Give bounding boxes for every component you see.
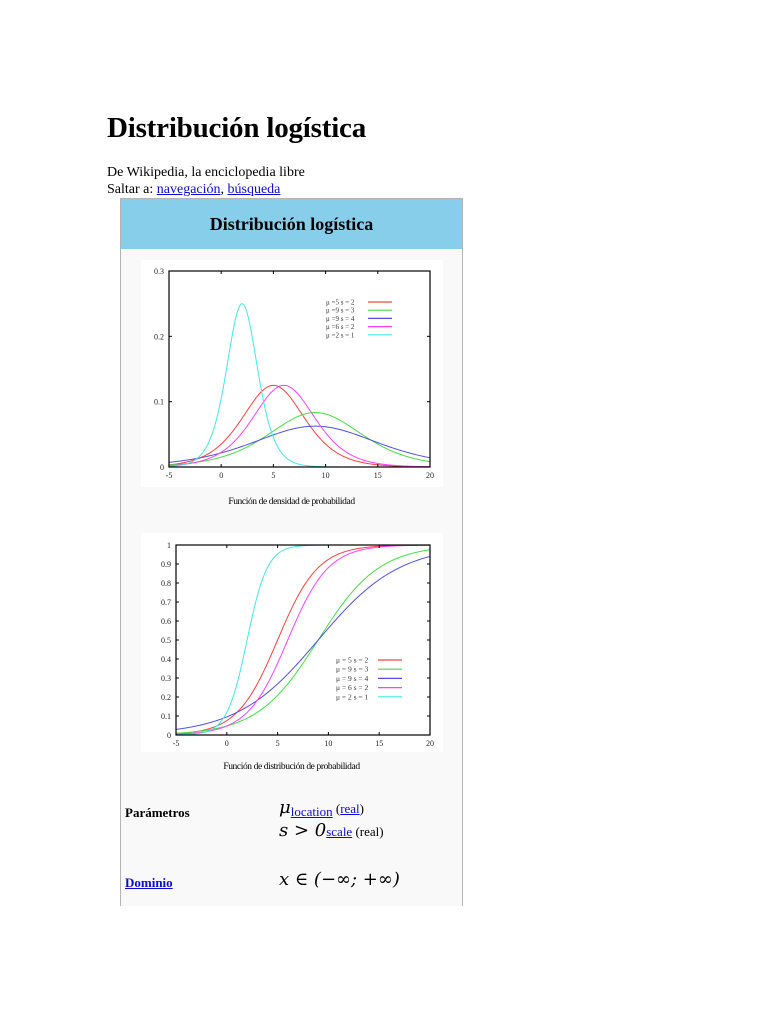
scale-parameter: s > 0scale (real) [279,820,384,843]
legend-entry-label: μ =9 s = 4 [326,315,355,323]
y-tick-label: 0.3 [161,674,171,683]
domain-math: x ∈ (−∞; +∞) [279,869,400,890]
legend-entry-label: μ = 6 s = 2 [336,683,369,692]
x-tick-label: 15 [375,739,383,748]
infobox: Distribución logística -5 0 5 10 15 20 0 0.1 0.2… [120,198,463,906]
cdf-chart-caption: Función de distribución de probabilidad [223,762,360,772]
y-tick-label: 0 [160,463,164,472]
y-tick-label: 0 [167,731,171,740]
series-line [168,303,430,468]
x-tick-label: 5 [271,471,275,480]
real-link[interactable]: real [340,801,360,816]
navigation-link[interactable]: navegación [156,182,221,197]
scale-suffix: (real) [352,824,384,839]
series-line [175,555,431,730]
domain-link[interactable]: Dominio [125,875,173,890]
y-tick-label: 0.1 [161,712,171,721]
x-tick-label: -5 [173,739,180,748]
parameters-value: μlocation (real) s > 0scale (real) [279,797,384,843]
x-tick-label: 0 [225,739,229,748]
mu-symbol: μ [279,797,291,818]
y-tick-label: 0.8 [161,579,171,588]
legend-entry-label: μ = 5 s = 2 [336,656,369,665]
legend-entry-label: μ = 9 s = 3 [336,665,369,674]
cdf-chart-image[interactable]: -5 0 5 10 15 20 0 0.1 0.2 0.3 0.4 0.5 0.6 0.7 0.8 0.9 1 μ… [141,533,443,752]
location-parameter: μlocation (real) [279,797,384,820]
x-tick-label: 10 [324,739,332,748]
y-tick-label: 0.1 [154,398,164,407]
domain-value: x ∈ (−∞; +∞) [279,869,400,890]
pdf-chart-caption: Función de densidad de probabilidad [228,497,355,507]
chart-legend: μ =5 s = 2μ =9 s = 3μ =9 s = 4μ =6 s = 2… [326,299,392,339]
scale-condition: s > 0 [279,820,327,841]
legend-entry-label: μ = 2 s = 1 [336,692,369,701]
x-tick-label: 20 [426,471,434,480]
infobox-title: Distribución logística [121,199,462,249]
y-tick-label: 0.7 [161,598,171,607]
plot-frame [175,544,431,736]
page-subtitle: De Wikipedia, la enciclopedia libre [107,165,305,180]
search-link[interactable]: búsqueda [227,182,281,197]
series-line [168,425,431,463]
legend-entry-label: μ =6 s = 2 [326,323,355,331]
y-tick-label: 1 [167,541,171,550]
series-line [168,412,431,466]
legend-entry-label: μ =9 s = 3 [326,307,355,315]
legend-entry-label: μ = 9 s = 4 [336,674,369,683]
x-tick-label: 5 [276,739,280,748]
x-tick-label: 10 [322,471,330,480]
chart-legend: μ = 5 s = 2μ = 9 s = 3μ = 9 s = 4μ = 6 s… [336,656,402,701]
parameters-label: Parámetros [125,805,190,820]
x-tick-label: 0 [219,471,223,480]
legend-entry-label: μ =2 s = 1 [326,331,355,339]
y-tick-label: 0.2 [161,693,171,702]
cdf-chart: -5 0 5 10 15 2000.10.20.30.40.50.60.70.80.91μ… [161,541,434,748]
jump-to-links: Saltar a: navegación, búsqueda [107,181,280,198]
x-tick-label: -5 [166,471,173,480]
series-line [168,384,431,468]
y-tick-label: 0.4 [161,655,171,664]
y-tick-label: 0.5 [161,636,171,645]
paren-close: ) [359,801,365,816]
location-link[interactable]: location [290,804,333,819]
y-tick-label: 0.2 [154,332,164,341]
series-line [175,544,430,736]
series-line [175,549,431,734]
page-title: Distribución logística [107,112,367,144]
series-line [168,384,431,468]
series-line [175,544,431,735]
plot-frame [168,270,431,468]
series-line [175,544,430,735]
y-tick-label: 0.6 [161,617,171,626]
x-tick-label: 20 [426,739,434,748]
scale-link[interactable]: scale [326,824,353,839]
jump-separator: , [220,182,228,197]
paren-open: ( [332,801,341,816]
y-tick-label: 0.3 [154,267,164,276]
x-tick-label: 15 [374,471,382,480]
y-tick-label: 0.9 [161,560,171,569]
legend-entry-label: μ =5 s = 2 [326,299,355,307]
jump-to-label: Saltar a: [107,182,157,197]
